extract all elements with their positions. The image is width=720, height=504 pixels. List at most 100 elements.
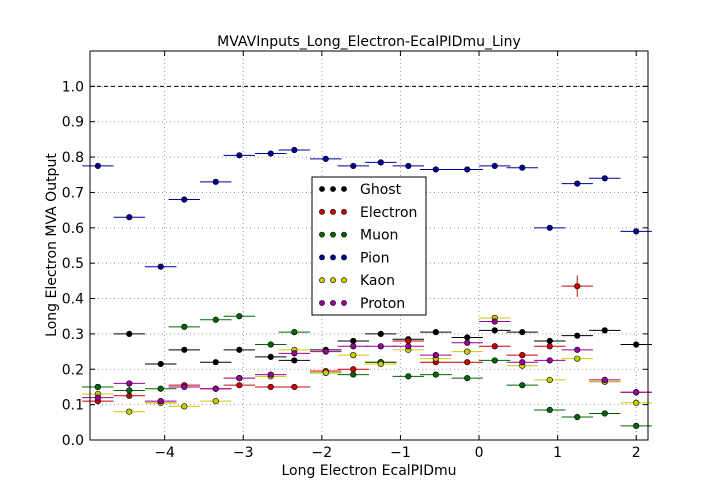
legend-marker-kaon xyxy=(319,277,325,284)
legend: Ghost Electron Muon Pion Kaon Proton xyxy=(311,176,427,316)
muon-point xyxy=(157,385,164,392)
y-tick-label: 0.4 xyxy=(62,292,84,308)
y-tick-label: 0.6 xyxy=(62,221,84,237)
proton-point xyxy=(432,352,439,359)
ghost-point xyxy=(291,357,298,364)
legend-marker-kaon xyxy=(330,277,336,284)
ghost-point xyxy=(377,330,384,338)
ghost-point xyxy=(267,353,274,360)
ghost-point xyxy=(212,359,219,366)
proton-point xyxy=(94,394,101,401)
kaon-point xyxy=(212,398,219,405)
pion-point xyxy=(574,180,581,187)
x-tick-label: −1 xyxy=(390,445,411,461)
electron-point xyxy=(267,383,274,391)
pion-point xyxy=(601,175,608,182)
electron-point xyxy=(464,359,471,366)
muon-point xyxy=(601,410,608,417)
ghost-point xyxy=(546,337,553,345)
ghost-point xyxy=(574,332,581,339)
muon-point xyxy=(94,383,101,391)
legend-marker-electron xyxy=(319,208,325,215)
kaon-point xyxy=(377,360,384,368)
legend-marker-muon xyxy=(341,231,347,238)
x-tick-label: −4 xyxy=(154,445,175,461)
y-tick-label: 0.2 xyxy=(62,362,84,378)
pion-point xyxy=(291,146,298,154)
pion-point xyxy=(126,214,133,221)
muon-point xyxy=(350,371,357,378)
ghost-point xyxy=(181,346,188,353)
kaon-point xyxy=(574,355,581,362)
muon-point xyxy=(633,422,640,429)
series-pion xyxy=(82,146,652,270)
legend-marker-ghost xyxy=(319,186,325,192)
y-axis-title: Long Electron MVA Output xyxy=(44,153,60,337)
legend-marker-proton xyxy=(319,300,325,306)
series-muon xyxy=(82,313,652,429)
muon-point xyxy=(405,373,412,380)
muon-point xyxy=(432,371,439,378)
electron-point xyxy=(405,337,412,345)
pion-point xyxy=(464,166,471,173)
legend-marker-pion xyxy=(319,254,325,261)
pion-point xyxy=(405,162,412,170)
proton-point xyxy=(519,359,526,366)
ghost-point xyxy=(633,341,640,348)
legend-marker-proton xyxy=(330,300,336,306)
legend-marker-pion xyxy=(330,254,336,261)
y-tick-label: 0.0 xyxy=(62,433,84,449)
x-tick-label: 0 xyxy=(475,445,484,461)
axis-ticks: −4 −3 −2 −1 0 1 2 0.0 0.1 0.2 0.3 0.4 0.5 0.6 0.7 0.8 0.… xyxy=(62,51,648,461)
muon-point xyxy=(519,382,526,389)
electron-point xyxy=(491,343,498,350)
ghost-point xyxy=(464,334,471,341)
electron-point xyxy=(291,383,298,391)
y-tick-label: 0.9 xyxy=(62,115,84,131)
ghost-point xyxy=(519,329,526,336)
ghost-point xyxy=(350,337,357,345)
proton-point xyxy=(236,375,243,382)
legend-label-pion: Pion xyxy=(360,250,389,266)
proton-point xyxy=(291,350,298,357)
muon-point xyxy=(126,387,133,394)
y-tick-label: 0.8 xyxy=(62,150,84,166)
y-tick-label: 0.3 xyxy=(62,327,84,343)
electron-point xyxy=(546,343,553,350)
pion-point xyxy=(212,178,219,185)
x-tick-label: 1 xyxy=(553,445,562,461)
pion-point xyxy=(236,152,243,159)
ghost-point xyxy=(601,327,608,334)
kaon-point xyxy=(464,348,471,355)
legend-marker-electron xyxy=(341,208,347,215)
chart-title: MVAVInputs_Long_Electron-EcalPIDmu_Liny xyxy=(217,34,521,50)
legend-label-ghost: Ghost xyxy=(360,182,402,198)
legend-marker-muon xyxy=(330,231,336,238)
proton-point xyxy=(405,343,412,350)
ghost-point xyxy=(236,346,243,353)
x-tick-label: −2 xyxy=(312,445,333,461)
kaon-point xyxy=(633,399,640,406)
kaon-point xyxy=(546,376,553,383)
series-proton xyxy=(82,318,652,405)
legend-marker-muon xyxy=(319,231,325,238)
pion-point xyxy=(181,196,188,203)
proton-point xyxy=(574,346,581,353)
ghost-point xyxy=(157,360,164,368)
ghost-point xyxy=(491,327,498,334)
electron-point xyxy=(236,382,243,389)
legend-marker-kaon xyxy=(341,277,347,284)
proton-point xyxy=(377,343,384,350)
proton-point xyxy=(181,383,188,391)
data-points xyxy=(82,146,652,429)
legend-label-proton: Proton xyxy=(360,296,405,312)
pion-point xyxy=(157,263,164,270)
pion-point xyxy=(546,224,553,231)
proton-point xyxy=(601,376,608,383)
y-tick-label: 0.1 xyxy=(62,398,84,414)
legend-box xyxy=(311,176,427,316)
proton-point xyxy=(322,348,329,355)
muon-point xyxy=(291,329,298,336)
muon-point xyxy=(464,375,471,382)
